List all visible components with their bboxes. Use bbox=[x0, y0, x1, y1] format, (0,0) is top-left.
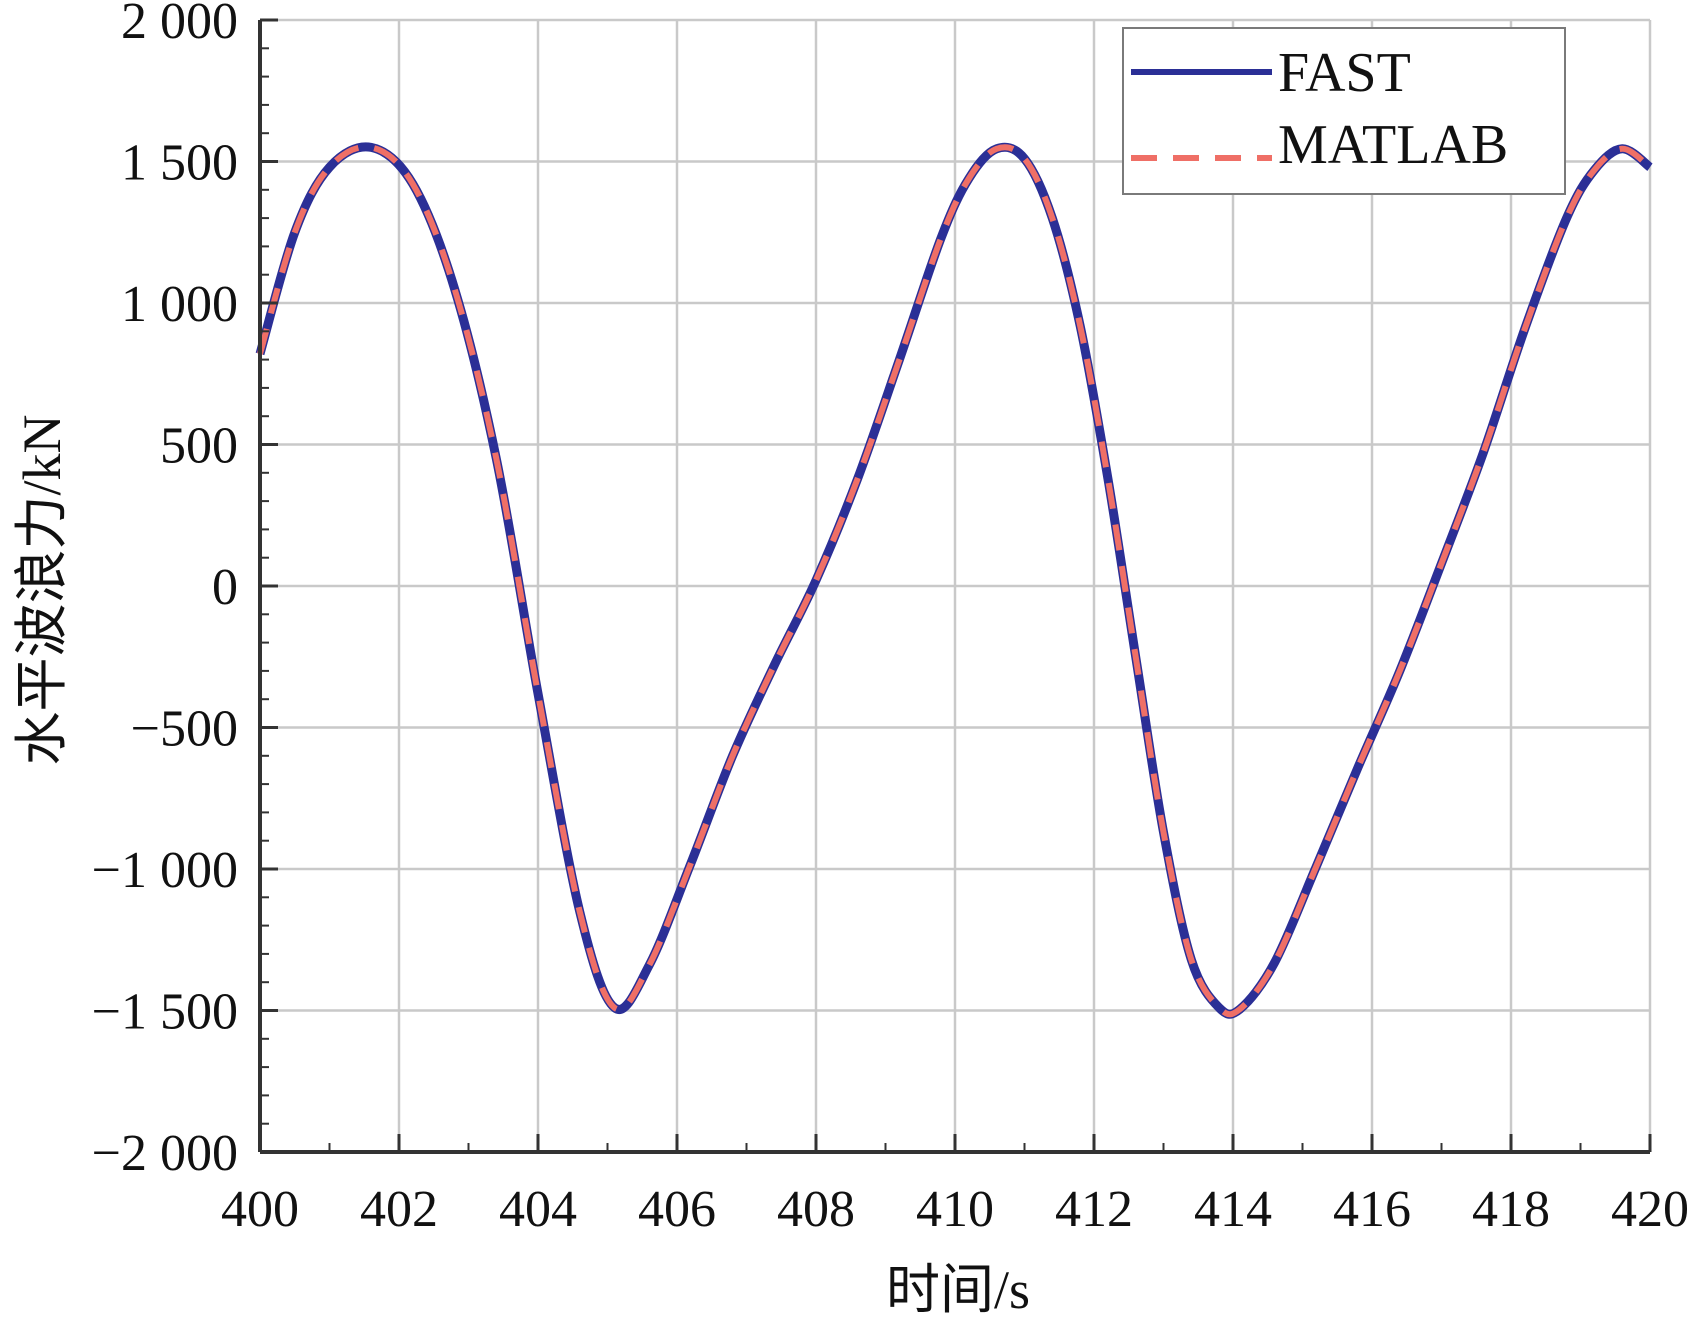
x-tick-label: 418 bbox=[1472, 1181, 1550, 1238]
legend-label-fast: FAST bbox=[1278, 42, 1411, 104]
x-tick-label: 402 bbox=[360, 1181, 438, 1238]
x-tick-labels: 400 402 404 406 408 410 412 414 416 418 420 bbox=[221, 1181, 1689, 1238]
legend-box bbox=[1122, 27, 1566, 195]
y-tick-label: −2 000 bbox=[92, 1125, 238, 1182]
x-axis-title: 时间/s bbox=[886, 1260, 1030, 1320]
axes bbox=[258, 18, 1652, 1154]
y-tick-label: −1 500 bbox=[92, 984, 238, 1041]
y-tick-label: 2 000 bbox=[121, 0, 238, 50]
series-line-matlab bbox=[257, 143, 1652, 1018]
x-tick-label: 406 bbox=[638, 1181, 716, 1238]
x-tick-label: 420 bbox=[1611, 1181, 1689, 1238]
y-tick-label: −500 bbox=[131, 701, 238, 758]
x-tick-label: 414 bbox=[1194, 1181, 1272, 1238]
y-axis-title: 水平波浪力/kN bbox=[12, 415, 72, 766]
x-tick-label: 412 bbox=[1055, 1181, 1133, 1238]
x-tick-label: 408 bbox=[777, 1181, 855, 1238]
y-tick-label: 500 bbox=[160, 418, 238, 475]
y-tick-labels: −2 000 −1 500 −1 000 −500 0 500 1 000 1 500 2 00… bbox=[92, 0, 238, 1182]
legend: FAST MATLAB bbox=[1122, 27, 1566, 195]
y-tick-label: 1 500 bbox=[121, 135, 238, 192]
x-tick-label: 400 bbox=[221, 1181, 299, 1238]
x-tick-label: 410 bbox=[916, 1181, 994, 1238]
y-tick-label: −1 000 bbox=[92, 842, 238, 899]
y-tick-label: 0 bbox=[212, 559, 238, 616]
y-tick-label: 1 000 bbox=[121, 276, 238, 333]
x-tick-label: 404 bbox=[499, 1181, 577, 1238]
x-tick-label: 416 bbox=[1333, 1181, 1411, 1238]
legend-label-matlab: MATLAB bbox=[1278, 114, 1508, 176]
series-layer bbox=[255, 142, 1653, 1019]
